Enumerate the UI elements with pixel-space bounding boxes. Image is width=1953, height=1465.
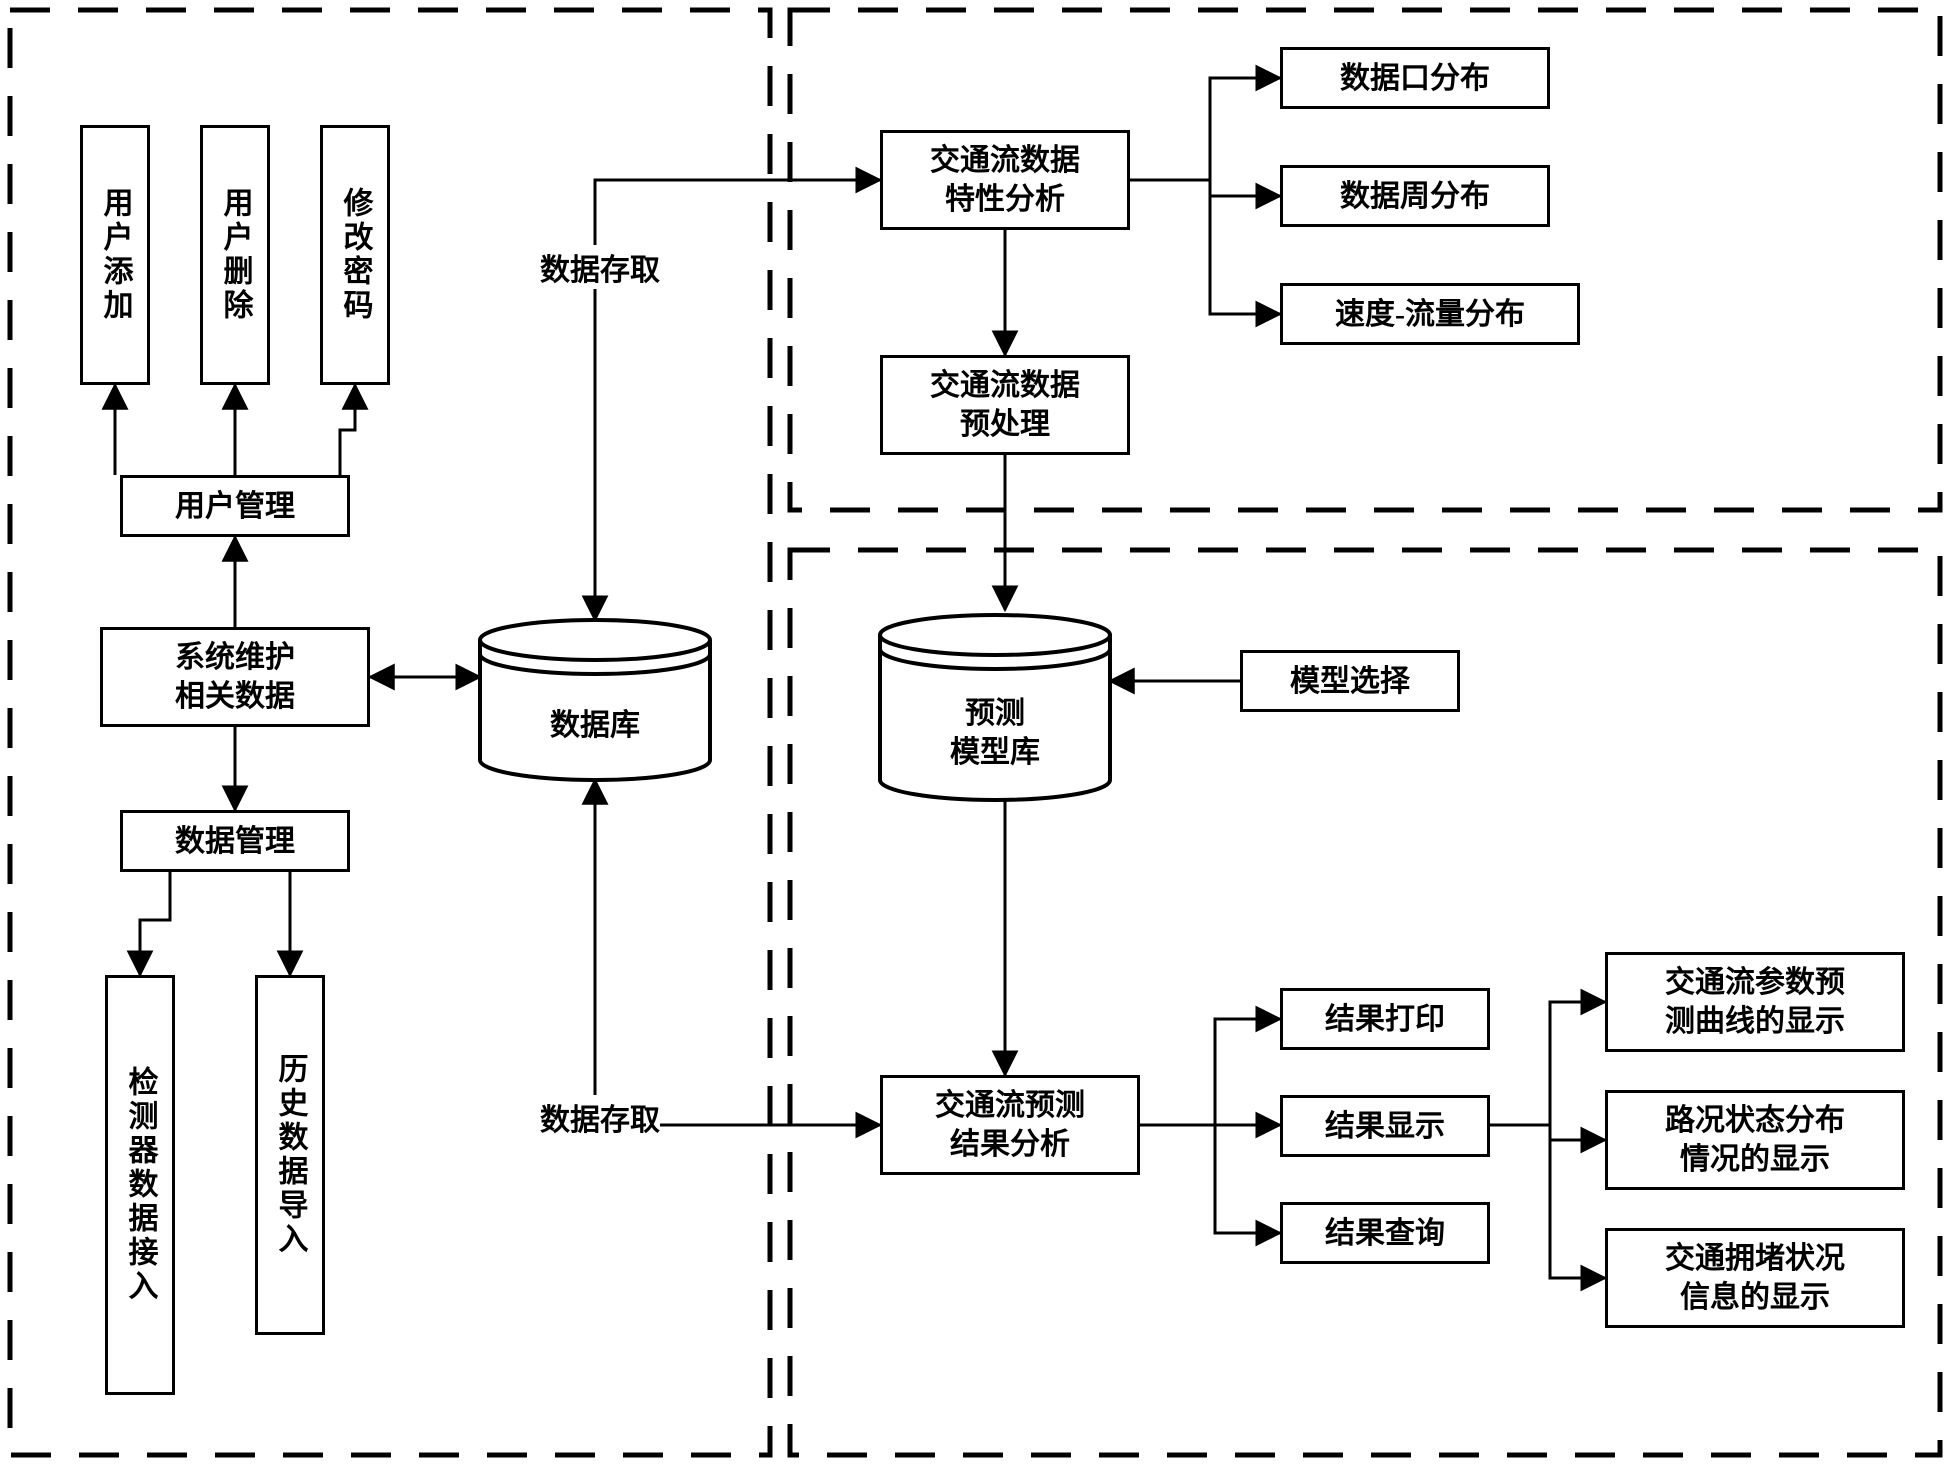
edge xyxy=(1130,78,1280,180)
node-show-jam: 交通拥堵状况 信息的显示 xyxy=(1605,1228,1905,1328)
node-label: 交通流参数预 测曲线的显示 xyxy=(1665,963,1845,1041)
node-res-query: 结果查询 xyxy=(1280,1202,1490,1264)
edge xyxy=(340,385,355,475)
node-res-print: 结果打印 xyxy=(1280,988,1490,1050)
node-label: 结果查询 xyxy=(1325,1214,1445,1253)
node-model-sel: 模型选择 xyxy=(1240,650,1460,712)
node-label: 速度-流量分布 xyxy=(1335,295,1525,334)
edge xyxy=(1490,1125,1605,1278)
node-sys-maint: 系统维护 相关数据 xyxy=(100,627,370,727)
node-data-mgmt: 数据管理 xyxy=(120,810,350,872)
node-user-del: 用户删除 xyxy=(200,125,270,385)
node-label: 交通流预测 结果分析 xyxy=(935,1086,1085,1164)
node-label: 数据口分布 xyxy=(1340,59,1490,98)
diagram-canvas: 用户添加 用户删除 修改密码用户管理系统维护 相关数据数据管理检测器数据接入 历史数据… xyxy=(0,0,1953,1465)
node-label: 历史数据导入 xyxy=(271,1053,310,1257)
node-user-mgmt: 用户管理 xyxy=(120,475,350,537)
node-detector-in: 检测器数据接入 xyxy=(105,975,175,1395)
cylinder-label-model-db: 预测 模型库 xyxy=(880,665,1110,800)
node-dist-ko: 数据口分布 xyxy=(1280,47,1550,109)
free-label-lbl-access-bot: 数据存取 xyxy=(540,1095,660,1139)
edge xyxy=(1130,180,1280,314)
node-traffic-pred: 交通流预测 结果分析 xyxy=(880,1075,1140,1175)
edge xyxy=(595,780,880,1125)
node-label: 结果显示 xyxy=(1325,1107,1445,1146)
edge xyxy=(1130,180,1280,196)
free-label-lbl-access-top: 数据存取 xyxy=(540,245,660,289)
node-label: 交通拥堵状况 信息的显示 xyxy=(1665,1239,1845,1317)
node-label: 数据周分布 xyxy=(1340,177,1490,216)
node-label: 交通流数据 预处理 xyxy=(930,366,1080,444)
node-label: 检测器数据接入 xyxy=(121,1066,160,1304)
node-label: 用户添加 xyxy=(96,187,135,323)
node-res-show: 结果显示 xyxy=(1280,1095,1490,1157)
node-label: 交通流数据 特性分析 xyxy=(930,141,1080,219)
node-dist-speed: 速度-流量分布 xyxy=(1280,283,1580,345)
node-traffic-pre: 交通流数据 预处理 xyxy=(880,355,1130,455)
node-traffic-char: 交通流数据 特性分析 xyxy=(880,130,1130,230)
edge xyxy=(1140,1019,1280,1125)
edge xyxy=(1490,1002,1605,1125)
node-label: 路况状态分布 情况的显示 xyxy=(1665,1101,1845,1179)
edge xyxy=(1140,1125,1280,1233)
node-label: 模型选择 xyxy=(1290,662,1410,701)
node-label: 用户管理 xyxy=(175,487,295,526)
node-show-curve: 交通流参数预 测曲线的显示 xyxy=(1605,952,1905,1052)
node-change-pwd: 修改密码 xyxy=(320,125,390,385)
node-dist-week: 数据周分布 xyxy=(1280,165,1550,227)
edge xyxy=(1490,1125,1605,1140)
node-user-add: 用户添加 xyxy=(80,125,150,385)
node-label: 系统维护 相关数据 xyxy=(175,638,295,716)
node-label: 结果打印 xyxy=(1325,1000,1445,1039)
node-label: 修改密码 xyxy=(336,187,375,323)
node-hist-import: 历史数据导入 xyxy=(255,975,325,1335)
node-label: 用户删除 xyxy=(216,187,255,323)
edge xyxy=(140,872,170,975)
node-label: 数据管理 xyxy=(175,822,295,861)
cylinder-label-db: 数据库 xyxy=(480,670,710,780)
node-show-road: 路况状态分布 情况的显示 xyxy=(1605,1090,1905,1190)
